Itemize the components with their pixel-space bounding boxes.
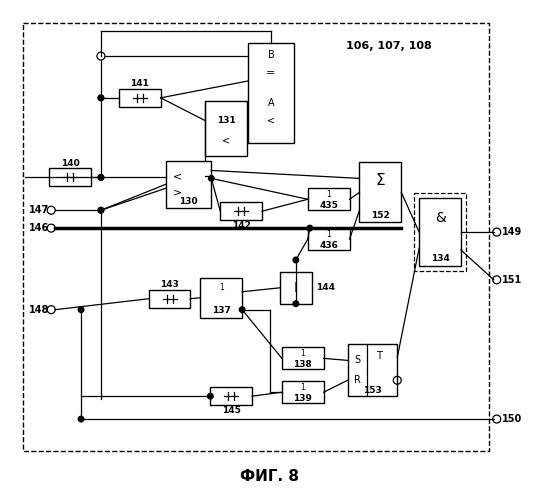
Text: 142: 142 [232,220,251,230]
Circle shape [209,176,214,181]
Bar [210,387,252,405]
Text: &: & [434,211,445,225]
Text: Σ: Σ [376,173,385,188]
Bar [119,89,161,107]
Text: 436: 436 [319,240,338,250]
Text: >: > [173,188,182,198]
Bar [149,290,190,308]
Bar [49,168,91,186]
Bar [414,194,466,271]
Text: 138: 138 [293,360,312,369]
Bar [248,43,294,142]
Text: 137: 137 [212,306,231,315]
Text: 141: 141 [130,80,149,88]
Text: I: I [294,281,298,295]
Text: 1: 1 [326,230,331,238]
Bar [282,382,324,403]
Text: B: B [268,50,274,60]
Text: =: = [266,68,275,78]
Text: 151: 151 [502,275,522,285]
Circle shape [208,394,213,399]
Text: <: < [267,116,275,126]
Bar [220,202,262,220]
Text: 150: 150 [502,414,522,424]
Text: 140: 140 [61,159,79,168]
Circle shape [307,226,313,231]
Text: ФИГ. 8: ФИГ. 8 [240,469,299,484]
Text: 152: 152 [371,210,390,220]
Bar [165,160,211,208]
Text: 134: 134 [431,254,450,264]
Text: 1: 1 [300,382,305,392]
Text: 149: 149 [502,227,522,237]
Bar [280,272,312,304]
Text: 144: 144 [316,284,335,292]
Bar [23,24,489,451]
Bar [308,188,350,210]
Bar [360,162,401,222]
Text: 106, 107, 108: 106, 107, 108 [347,41,432,51]
Circle shape [98,174,103,180]
Bar [419,198,461,266]
Circle shape [98,174,103,180]
Text: 153: 153 [363,386,382,394]
Bar [205,101,247,156]
Text: <: < [173,172,182,181]
Circle shape [239,307,245,312]
Text: S: S [355,356,361,366]
Circle shape [98,208,103,213]
Text: 145: 145 [222,406,240,414]
Text: 130: 130 [179,197,198,206]
Text: 148: 148 [29,304,50,314]
Circle shape [98,95,103,100]
Text: T: T [376,352,382,362]
Text: 1: 1 [219,284,224,292]
Circle shape [78,307,84,312]
Text: 131: 131 [217,116,236,125]
Circle shape [293,257,299,262]
Text: R: R [354,376,361,386]
Text: 139: 139 [293,394,312,402]
Bar [308,228,350,250]
Circle shape [78,416,84,422]
Text: 1: 1 [326,190,331,199]
Text: <: < [222,136,230,145]
Bar [201,278,242,318]
Bar [348,344,397,396]
Text: 147: 147 [29,205,50,215]
Text: 1: 1 [300,349,305,358]
Circle shape [293,301,299,306]
Text: 146: 146 [29,223,50,233]
Text: 435: 435 [319,200,338,210]
Text: 143: 143 [160,280,179,289]
Circle shape [98,208,103,213]
Circle shape [98,95,103,100]
Text: A: A [268,98,274,108]
Bar [282,348,324,370]
